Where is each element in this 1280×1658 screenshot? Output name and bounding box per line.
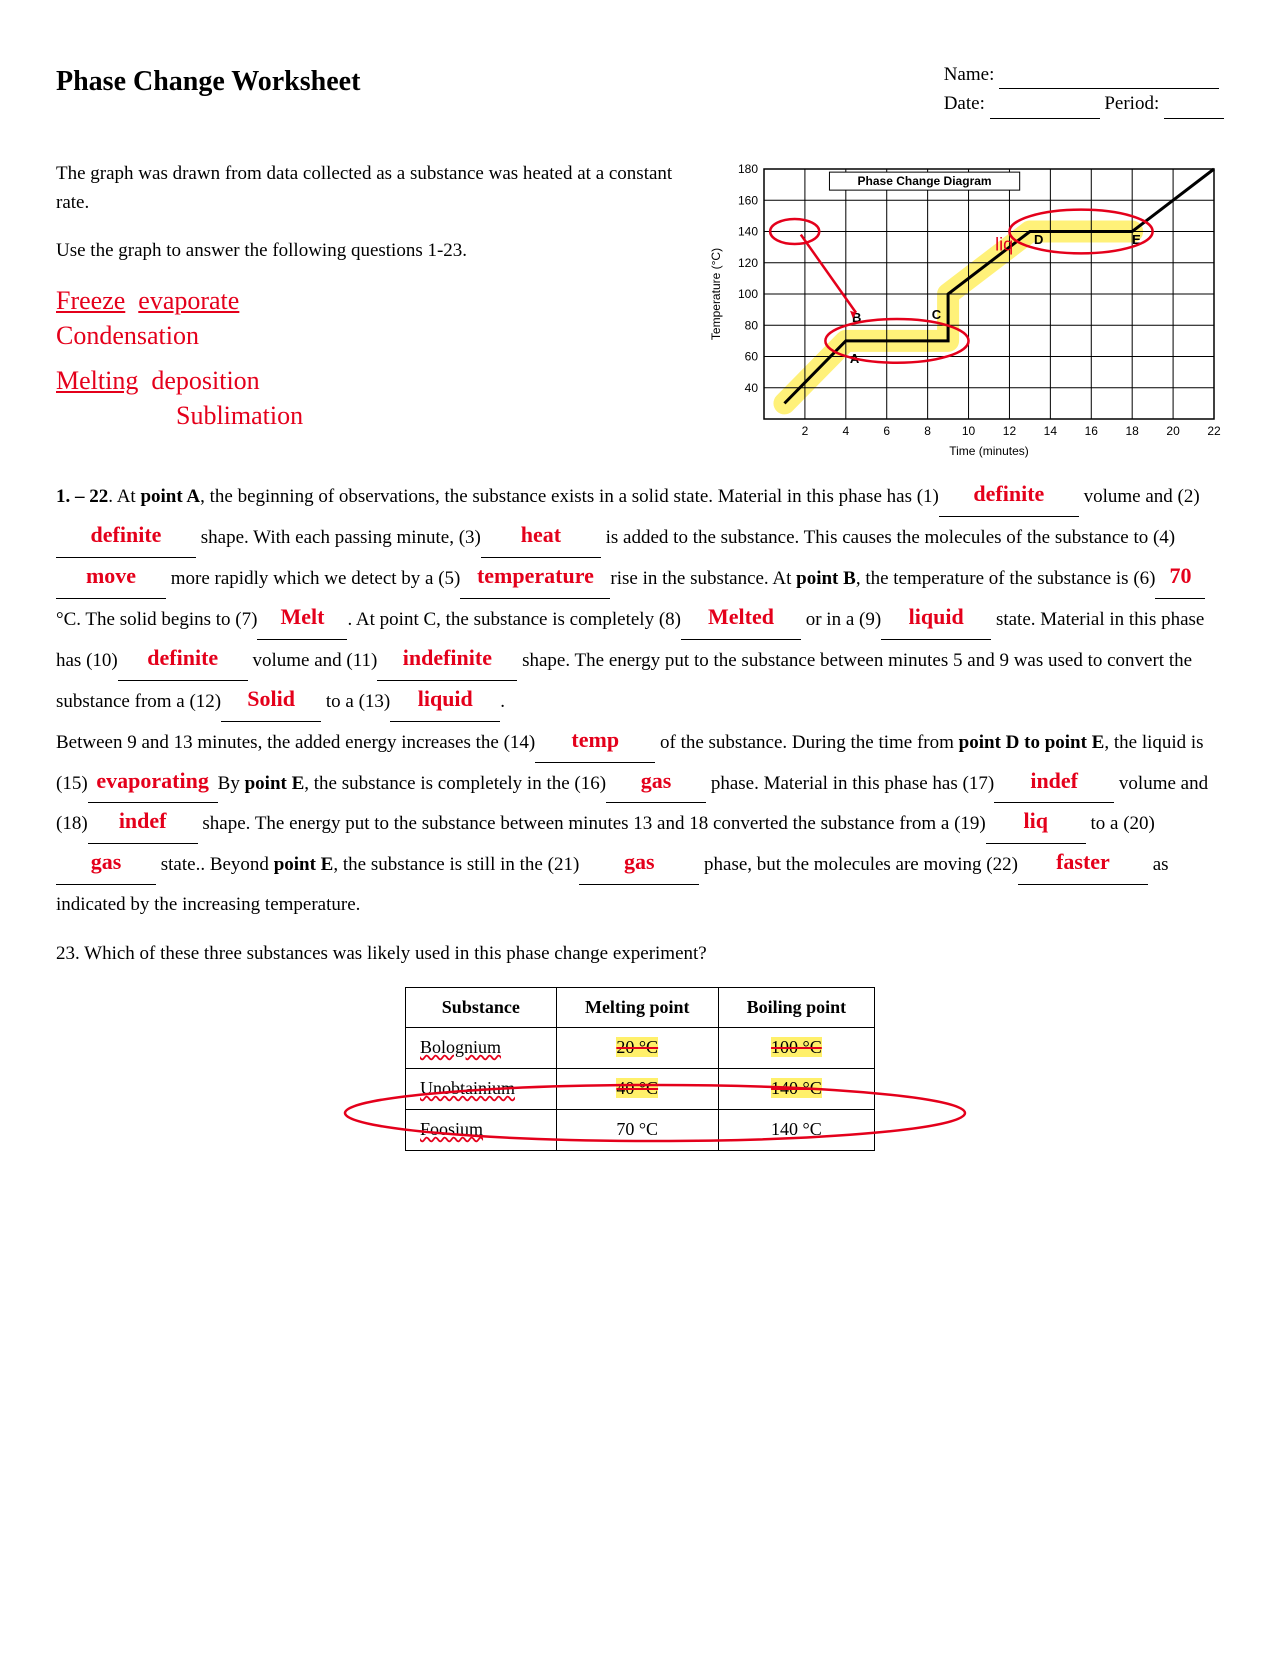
blank-a6[interactable]: 70 bbox=[1155, 558, 1205, 599]
blank-a16[interactable]: gas bbox=[606, 763, 706, 804]
svg-text:20: 20 bbox=[1166, 424, 1180, 438]
page-title: Phase Change Worksheet bbox=[56, 60, 360, 119]
svg-text:2: 2 bbox=[802, 424, 809, 438]
svg-text:80: 80 bbox=[745, 318, 759, 332]
svg-text:Time (minutes): Time (minutes) bbox=[949, 444, 1029, 458]
blank-a8[interactable]: Melted bbox=[681, 599, 801, 640]
blank-a21[interactable]: gas bbox=[579, 844, 699, 885]
blank-a18[interactable]: indef bbox=[88, 803, 198, 844]
svg-text:8: 8 bbox=[924, 424, 931, 438]
svg-text:100: 100 bbox=[738, 287, 758, 301]
svg-text:14: 14 bbox=[1044, 424, 1058, 438]
date-label: Date: bbox=[944, 93, 985, 114]
svg-text:22: 22 bbox=[1207, 424, 1221, 438]
svg-text:liq: liq bbox=[995, 234, 1013, 254]
blank-a3[interactable]: heat bbox=[481, 517, 601, 558]
blank-a11[interactable]: indefinite bbox=[377, 640, 517, 681]
blank-a14[interactable]: temp bbox=[535, 722, 655, 763]
blank-a10[interactable]: definite bbox=[118, 640, 248, 681]
name-label: Name: bbox=[944, 64, 995, 85]
blank-a19[interactable]: liq bbox=[986, 803, 1086, 844]
questions-paragraph: 1. – 22. At point A, the beginning of ob… bbox=[56, 476, 1224, 925]
blank-a13[interactable]: liquid bbox=[390, 681, 500, 722]
period-blank[interactable] bbox=[1164, 101, 1224, 119]
svg-text:10: 10 bbox=[962, 424, 976, 438]
blank-a9[interactable]: liquid bbox=[881, 599, 991, 640]
intro-row: The graph was drawn from data collected … bbox=[56, 159, 1224, 468]
period-label: Period: bbox=[1104, 93, 1159, 114]
svg-text:140: 140 bbox=[738, 224, 758, 238]
svg-text:16: 16 bbox=[1085, 424, 1099, 438]
handwritten-terms: Freeze evaporate Condensation Melting de… bbox=[56, 283, 684, 433]
svg-text:6: 6 bbox=[883, 424, 890, 438]
chart-svg: 2 4 6 8 10 12 14 16 18 20 22 40 60 80 100 120 140 160 180 T… bbox=[704, 159, 1224, 459]
svg-text:C: C bbox=[932, 307, 942, 322]
blank-a5[interactable]: temperature bbox=[460, 558, 610, 599]
blank-a1[interactable]: definite bbox=[939, 476, 1079, 517]
blank-a4[interactable]: move bbox=[56, 558, 166, 599]
name-date-block: Name: Date: Period: bbox=[944, 60, 1224, 119]
svg-text:D: D bbox=[1034, 232, 1043, 247]
blank-a7[interactable]: Melt bbox=[257, 599, 347, 640]
name-blank[interactable] bbox=[999, 71, 1219, 89]
svg-text:Temperature (°C): Temperature (°C) bbox=[709, 248, 723, 340]
date-blank[interactable] bbox=[990, 101, 1100, 119]
blank-a15[interactable]: evaporating bbox=[88, 763, 218, 804]
svg-text:60: 60 bbox=[745, 349, 759, 363]
intro-left: The graph was drawn from data collected … bbox=[56, 159, 684, 434]
table-header: Substance bbox=[406, 987, 557, 1028]
question-23: 23. Which of these three substances was … bbox=[56, 939, 1224, 968]
blank-a12[interactable]: Solid bbox=[221, 681, 321, 722]
table-header: Boiling point bbox=[718, 987, 874, 1028]
table-row: Unobtainium40 °C140 °C bbox=[406, 1069, 875, 1110]
table-row: Bolognium20 °C100 °C bbox=[406, 1028, 875, 1069]
table-row: Foosium70 °C140 °C bbox=[406, 1110, 875, 1151]
table-header: Melting point bbox=[556, 987, 718, 1028]
header: Phase Change Worksheet Name: Date: Perio… bbox=[56, 60, 1224, 119]
blank-a20[interactable]: gas bbox=[56, 844, 156, 885]
svg-text:160: 160 bbox=[738, 193, 758, 207]
substance-table: SubstanceMelting pointBoiling pointBolog… bbox=[405, 987, 875, 1152]
svg-text:18: 18 bbox=[1126, 424, 1140, 438]
svg-text:12: 12 bbox=[1003, 424, 1017, 438]
blank-a17[interactable]: indef bbox=[994, 763, 1114, 804]
svg-text:Phase Change Diagram: Phase Change Diagram bbox=[858, 174, 992, 188]
svg-text:120: 120 bbox=[738, 256, 758, 270]
svg-text:40: 40 bbox=[745, 381, 759, 395]
substance-table-wrap: SubstanceMelting pointBoiling pointBolog… bbox=[405, 987, 875, 1152]
phase-change-chart: 2 4 6 8 10 12 14 16 18 20 22 40 60 80 100 120 140 160 180 T… bbox=[704, 159, 1224, 468]
blank-a2[interactable]: definite bbox=[56, 517, 196, 558]
intro-p2: Use the graph to answer the following qu… bbox=[56, 236, 684, 265]
intro-p1: The graph was drawn from data collected … bbox=[56, 159, 684, 218]
svg-text:180: 180 bbox=[738, 162, 758, 176]
blank-a22[interactable]: faster bbox=[1018, 844, 1148, 885]
svg-text:4: 4 bbox=[842, 424, 849, 438]
